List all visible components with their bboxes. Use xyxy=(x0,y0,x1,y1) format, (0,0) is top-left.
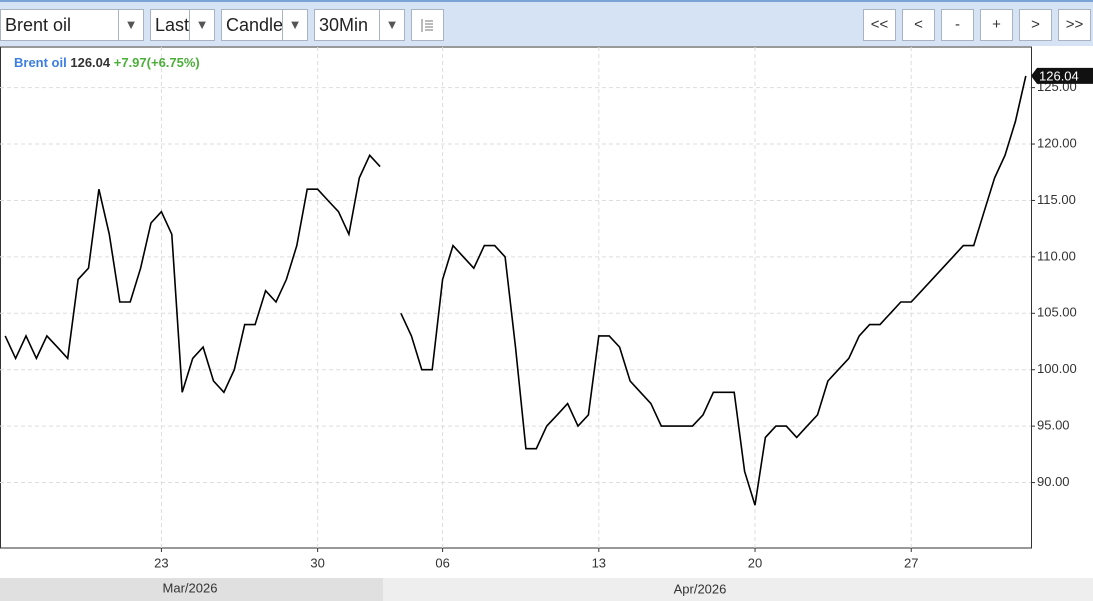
month-label: Mar/2026 xyxy=(163,580,218,595)
legend-last: 126.04 xyxy=(70,55,111,70)
nav-button[interactable]: - xyxy=(941,9,974,41)
field-select[interactable]: Last ▼ xyxy=(150,9,215,41)
x-tick-label: 20 xyxy=(748,555,762,570)
y-tick-label: 115.00 xyxy=(1037,192,1076,207)
chart: 90.00 95.00 100.00 105.00 110.00 115.00 120.00… xyxy=(0,46,1093,601)
nav-button[interactable]: << xyxy=(863,9,896,41)
y-tick-label: 120.00 xyxy=(1037,135,1077,150)
y-tick-label: 100.00 xyxy=(1037,361,1077,376)
interval: 30Min xyxy=(319,15,369,35)
dropdown-arrow[interactable]: ▼ xyxy=(118,10,143,40)
nav-button[interactable]: >> xyxy=(1058,9,1091,41)
last-price-flag xyxy=(1031,67,1093,84)
settings-button[interactable] xyxy=(411,9,444,41)
nav-button[interactable]: < xyxy=(902,9,935,41)
style: Candle xyxy=(226,15,284,35)
y-tick-label: 105.00 xyxy=(1037,305,1077,320)
y-tick-label: 95.00 xyxy=(1037,418,1070,433)
dropdown-arrow[interactable]: ▼ xyxy=(282,10,307,40)
symbol: Brent oil xyxy=(5,15,72,35)
style-select[interactable]: Candle ▼ xyxy=(221,9,308,41)
legend-change: +7.97(+6.75%) xyxy=(114,55,200,70)
icon xyxy=(421,19,433,32)
x-tick-label: 30 xyxy=(310,555,324,570)
legend-name: Brent oil xyxy=(14,55,67,70)
plot-area xyxy=(0,46,1032,549)
symbol-select[interactable]: Brent oil ▼ xyxy=(0,9,144,41)
x-tick-label: 13 xyxy=(592,555,606,570)
field: Last xyxy=(155,15,190,35)
legend: Brent oil 126.04 +7.97(+6.75%) xyxy=(14,55,200,70)
dropdown-arrow[interactable]: ▼ xyxy=(189,10,214,40)
last-price-label: 126.04 xyxy=(1039,68,1079,83)
nav-button[interactable]: + xyxy=(980,9,1013,41)
toolbar: Brent oil ▼ Last ▼ Candle ▼ 30Min ▼ << < - + > >> xyxy=(0,0,1093,46)
nav-button[interactable]: > xyxy=(1019,9,1052,41)
dropdown-arrow[interactable]: ▼ xyxy=(379,10,404,40)
month-band xyxy=(0,578,383,601)
price-line xyxy=(4,75,1027,506)
y-tick-label: 110.00 xyxy=(1037,248,1076,263)
interval-select[interactable]: 30Min ▼ xyxy=(314,9,405,41)
x-tick-label: 23 xyxy=(154,555,168,570)
x-tick-label: 06 xyxy=(435,555,449,570)
month-label: Apr/2026 xyxy=(674,581,727,596)
x-tick-label: 27 xyxy=(904,555,918,570)
month-band xyxy=(383,578,1093,601)
y-tick-label: 90.00 xyxy=(1037,474,1070,489)
